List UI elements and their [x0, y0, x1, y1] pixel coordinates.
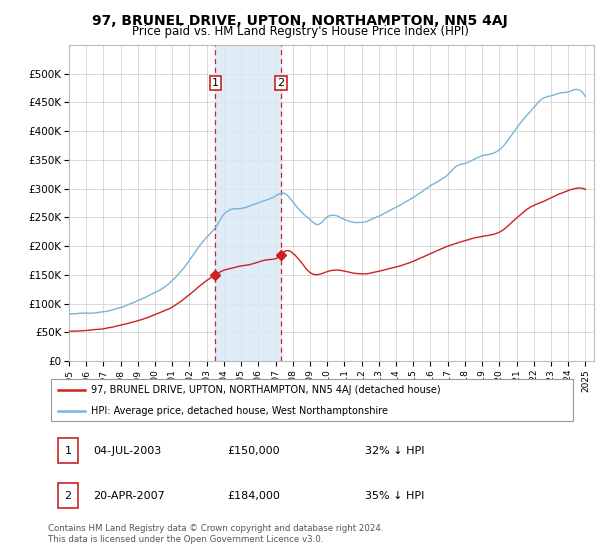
Text: 2: 2 — [65, 491, 71, 501]
Text: 32% ↓ HPI: 32% ↓ HPI — [365, 446, 424, 456]
FancyBboxPatch shape — [50, 379, 574, 421]
Text: HPI: Average price, detached house, West Northamptonshire: HPI: Average price, detached house, West… — [91, 406, 388, 416]
FancyBboxPatch shape — [58, 483, 78, 508]
Text: Contains HM Land Registry data © Crown copyright and database right 2024.: Contains HM Land Registry data © Crown c… — [48, 524, 383, 533]
Bar — [215, 45, 281, 361]
Text: 2: 2 — [277, 78, 284, 88]
Text: 20-APR-2007: 20-APR-2007 — [93, 491, 164, 501]
FancyBboxPatch shape — [58, 438, 78, 463]
Text: This data is licensed under the Open Government Licence v3.0.: This data is licensed under the Open Gov… — [48, 535, 323, 544]
Text: £184,000: £184,000 — [227, 491, 280, 501]
Text: 1: 1 — [212, 78, 219, 88]
Text: Price paid vs. HM Land Registry's House Price Index (HPI): Price paid vs. HM Land Registry's House … — [131, 25, 469, 38]
Text: 97, BRUNEL DRIVE, UPTON, NORTHAMPTON, NN5 4AJ (detached house): 97, BRUNEL DRIVE, UPTON, NORTHAMPTON, NN… — [91, 385, 441, 395]
Text: 35% ↓ HPI: 35% ↓ HPI — [365, 491, 424, 501]
Text: 04-JUL-2003: 04-JUL-2003 — [93, 446, 161, 456]
Text: 97, BRUNEL DRIVE, UPTON, NORTHAMPTON, NN5 4AJ: 97, BRUNEL DRIVE, UPTON, NORTHAMPTON, NN… — [92, 14, 508, 28]
Text: £150,000: £150,000 — [227, 446, 280, 456]
Text: 1: 1 — [65, 446, 71, 456]
